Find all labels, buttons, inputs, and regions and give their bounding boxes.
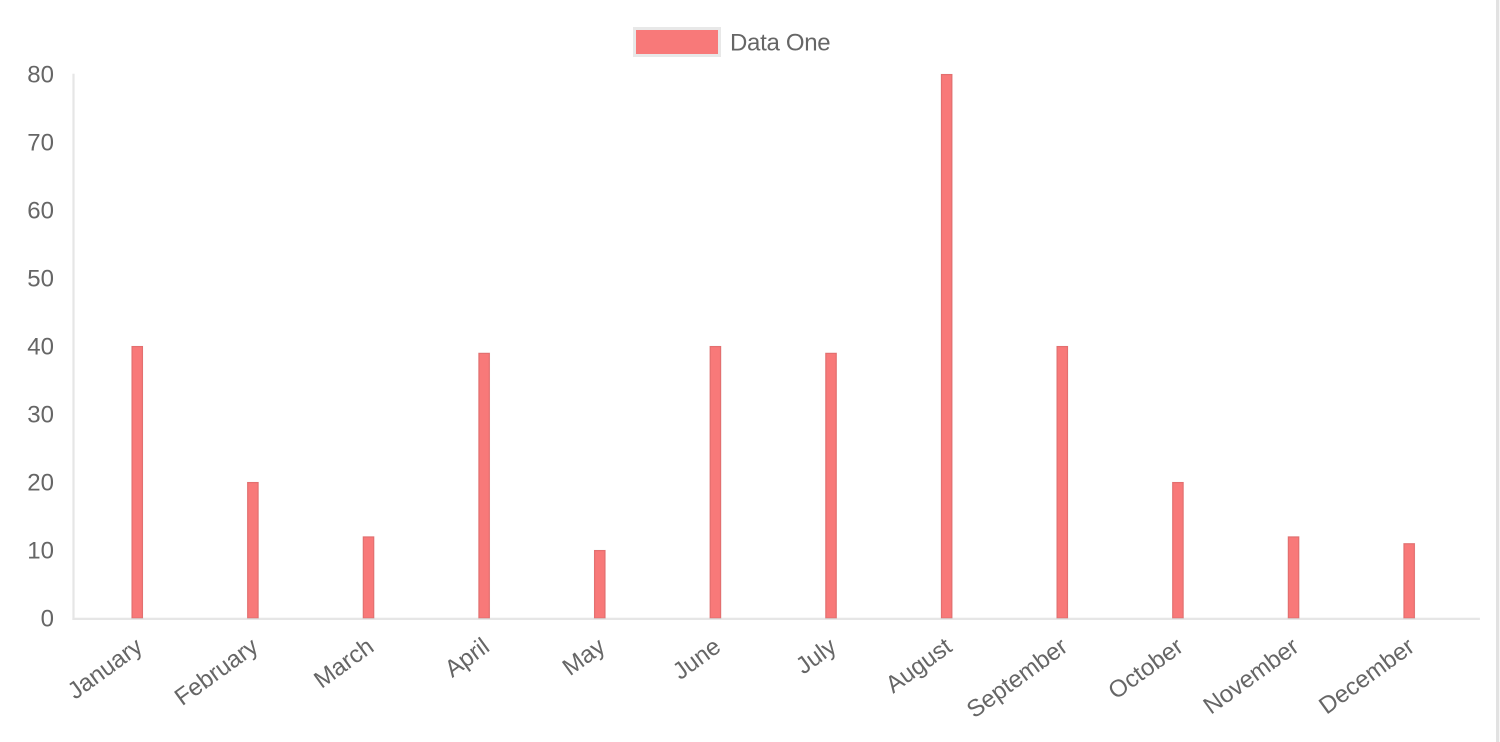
svg-text:50: 50 — [27, 266, 54, 293]
svg-text:August: August — [881, 633, 958, 699]
svg-text:January: January — [63, 633, 148, 705]
svg-text:Data One: Data One — [730, 30, 830, 57]
svg-text:November: November — [1199, 633, 1304, 720]
svg-text:10: 10 — [27, 538, 54, 565]
svg-text:June: June — [668, 633, 726, 685]
svg-text:40: 40 — [27, 334, 54, 361]
svg-text:July: July — [791, 633, 841, 680]
svg-text:September: September — [962, 633, 1073, 724]
svg-text:March: March — [309, 633, 379, 694]
svg-text:April: April — [440, 633, 495, 683]
svg-text:80: 80 — [27, 62, 54, 89]
svg-text:60: 60 — [27, 198, 54, 225]
svg-text:May: May — [558, 633, 611, 681]
svg-text:20: 20 — [27, 470, 54, 497]
svg-text:30: 30 — [27, 402, 54, 429]
svg-text:October: October — [1103, 633, 1188, 705]
svg-text:February: February — [170, 633, 264, 711]
svg-text:70: 70 — [27, 130, 54, 157]
svg-text:December: December — [1314, 633, 1419, 720]
svg-text:0: 0 — [41, 606, 54, 633]
